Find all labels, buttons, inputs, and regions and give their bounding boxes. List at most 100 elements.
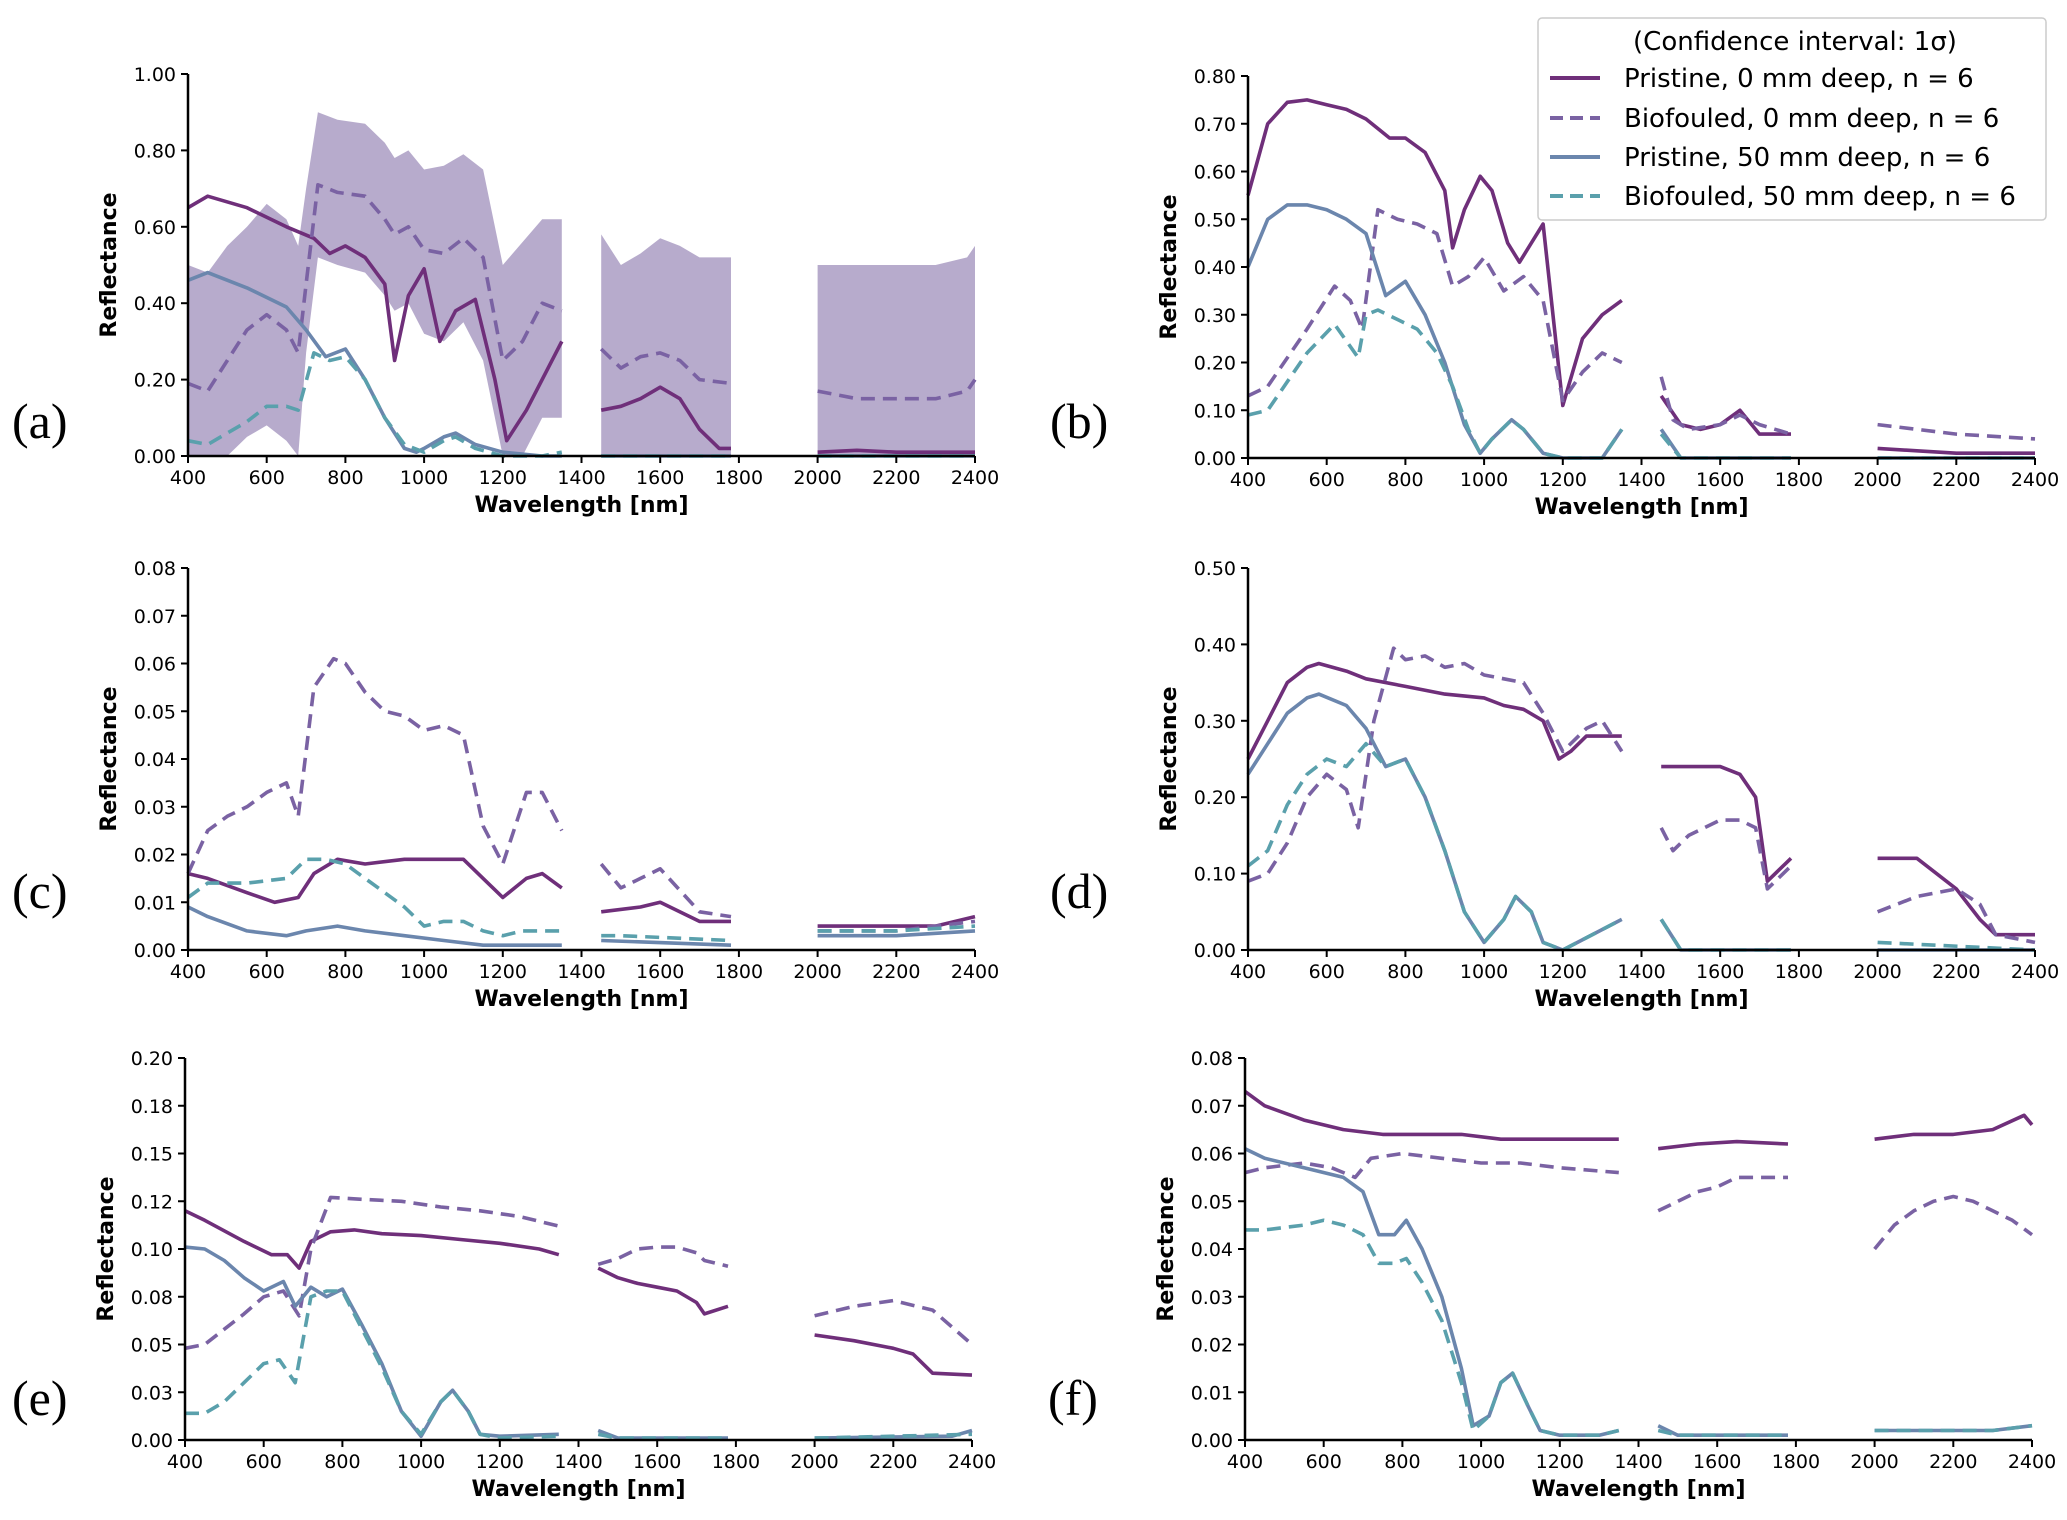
x-tick-label: 2400 — [951, 467, 999, 489]
y-tick-label: 0.02 — [134, 845, 176, 867]
chart-panel-a: 400 600 800 1000 1200 1400 1600 1800 2000 2200 240… — [97, 64, 999, 518]
x-tick-label: 800 — [1387, 469, 1423, 491]
x-tick-label: 1200 — [1539, 469, 1587, 491]
x-axis-label-a: Wavelength [nm] — [475, 493, 689, 518]
x-tick-label: 1200 — [1536, 1451, 1584, 1473]
y-tick-label: 0.18 — [131, 1096, 173, 1118]
series-line-b-pristine_0-0 — [1246, 98, 1623, 408]
series-line-e-biofouled_0-0 — [184, 1195, 560, 1351]
series-line-b-biofouled_50-0 — [1247, 308, 1624, 460]
y-tick-label: 0.05 — [1191, 1191, 1233, 1213]
y-tick-label: 0.15 — [131, 1144, 173, 1166]
panel-letter-d: (d) — [1050, 863, 1108, 919]
series-line-a-pristine_0-0 — [187, 194, 564, 443]
series-line-e-biofouled_0-2 — [814, 1298, 974, 1346]
y-axis-label-c: Reflectance — [97, 686, 122, 831]
x-tick-label: 2000 — [790, 1451, 838, 1473]
x-tick-label: 600 — [249, 467, 285, 489]
y-tick-label: 0.07 — [1191, 1096, 1233, 1118]
x-tick-label: 1200 — [479, 467, 527, 489]
series-line-c-biofouled_0-1 — [599, 862, 732, 919]
y-axis-label-b: Reflectance — [1157, 194, 1182, 339]
y-tick-label: 0.20 — [131, 1048, 173, 1070]
legend-label-pristine-0: Pristine, 0 mm deep, n = 6 — [1624, 64, 1974, 94]
y-tick-label: 0.10 — [1194, 400, 1236, 422]
y-tick-label: 0.20 — [134, 370, 176, 392]
x-axis-label-b: Wavelength [nm] — [1535, 495, 1749, 520]
y-axis-label-e: Reflectance — [94, 1176, 119, 1321]
panel-letter-e: (e) — [12, 1370, 68, 1426]
series-line-b-biofouled_0-1 — [1659, 376, 1792, 436]
ci-band-a-2 — [817, 245, 975, 456]
y-tick-label: 0.80 — [134, 140, 176, 162]
chart-panel-f: 400 600 800 1000 1200 1400 1600 1800 2000 2200 240… — [1154, 1048, 2056, 1502]
legend-title: (Confidence interval: 1σ) — [1633, 27, 1957, 57]
series-line-e-pristine_0-1 — [597, 1266, 729, 1316]
x-tick-label: 2000 — [793, 467, 841, 489]
x-tick-label: 600 — [246, 1451, 282, 1473]
series-line-c-pristine_0-2 — [817, 914, 976, 928]
series-line-c-biofouled_50-2 — [817, 924, 976, 933]
series-line-a-biofouled_0-2 — [817, 378, 977, 401]
y-tick-label: 0.00 — [131, 1430, 173, 1452]
x-tick-label: 1800 — [1775, 961, 1823, 983]
series-line-f-biofouled_0-2 — [1873, 1194, 2034, 1251]
legend: (Confidence interval: 1σ) Pristine, 0 mm… — [1537, 17, 2047, 221]
y-tick-label: 0.10 — [1194, 864, 1236, 886]
y-tick-label: 0.08 — [131, 1287, 173, 1309]
series-line-f-biofouled_50-2 — [1874, 1423, 2033, 1433]
series-line-f-pristine_50-0 — [1244, 1147, 1620, 1437]
x-tick-label: 1400 — [557, 961, 605, 983]
series-line-c-pristine_0-0 — [187, 857, 563, 905]
series-line-e-biofouled_50-1 — [597, 1432, 728, 1440]
series-line-a-pristine_0-1 — [600, 385, 731, 451]
y-axis-label-f: Reflectance — [1154, 1176, 1179, 1321]
x-tick-label: 1800 — [1775, 469, 1823, 491]
y-tick-label: 0.08 — [1191, 1048, 1233, 1070]
series-line-a-biofouled_50-0 — [187, 351, 563, 458]
series-line-a-biofouled_0-0 — [187, 183, 563, 393]
y-tick-label: 0.04 — [134, 749, 176, 771]
x-axis-label-d: Wavelength [nm] — [1535, 987, 1749, 1012]
x-tick-label: 800 — [324, 1451, 360, 1473]
y-tick-label: 0.06 — [1191, 1144, 1233, 1166]
x-tick-label: 2000 — [1853, 469, 1901, 491]
legend-label-biofouled-0: Biofouled, 0 mm deep, n = 6 — [1624, 104, 1999, 134]
y-tick-label: 0.80 — [1194, 66, 1236, 88]
x-tick-label: 1600 — [1696, 469, 1744, 491]
series-line-f-biofouled_0-1 — [1657, 1175, 1788, 1213]
y-tick-label: 0.40 — [1194, 257, 1236, 279]
y-tick-label: 0.01 — [1191, 1382, 1233, 1404]
series-line-b-pristine_0-2 — [1877, 446, 2035, 455]
series-line-f-pristine_0-2 — [1874, 1113, 2034, 1141]
legend-frame — [1537, 17, 2047, 221]
x-tick-label: 2200 — [1929, 1451, 1977, 1473]
series-line-c-pristine_50-1 — [601, 938, 732, 947]
series-line-a-pristine_50-0 — [187, 270, 562, 458]
y-tick-label: 0.00 — [134, 940, 176, 962]
x-tick-label: 400 — [1230, 961, 1266, 983]
y-tick-label: 0.03 — [1191, 1287, 1233, 1309]
series-line-f-biofouled_50-1 — [1657, 1428, 1788, 1437]
series-line-c-biofouled_50-0 — [186, 857, 562, 938]
y-tick-label: 0.08 — [134, 558, 176, 580]
series-line-b-biofouled_0-0 — [1247, 207, 1623, 403]
x-tick-label: 2400 — [951, 961, 999, 983]
x-tick-label: 1400 — [554, 1451, 602, 1473]
series-line-d-biofouled_50-0 — [1246, 741, 1623, 952]
x-tick-label: 600 — [1309, 469, 1345, 491]
ci-band-a-0 — [188, 112, 562, 456]
y-tick-label: 0.10 — [131, 1239, 173, 1261]
y-tick-label: 0.30 — [1194, 711, 1236, 733]
x-tick-label: 1600 — [1696, 961, 1744, 983]
x-tick-label: 1600 — [1693, 1451, 1741, 1473]
series-line-a-pristine_0-2 — [817, 448, 975, 454]
x-tick-label: 1400 — [557, 467, 605, 489]
series-line-e-biofouled_0-1 — [597, 1245, 729, 1268]
y-tick-label: 0.60 — [134, 217, 176, 239]
x-tick-label: 1000 — [400, 961, 448, 983]
y-tick-label: 0.00 — [1194, 940, 1236, 962]
series-line-e-pristine_0-0 — [184, 1209, 560, 1270]
y-tick-label: 0.70 — [1194, 114, 1236, 136]
series-line-e-pristine_50-0 — [184, 1245, 559, 1438]
